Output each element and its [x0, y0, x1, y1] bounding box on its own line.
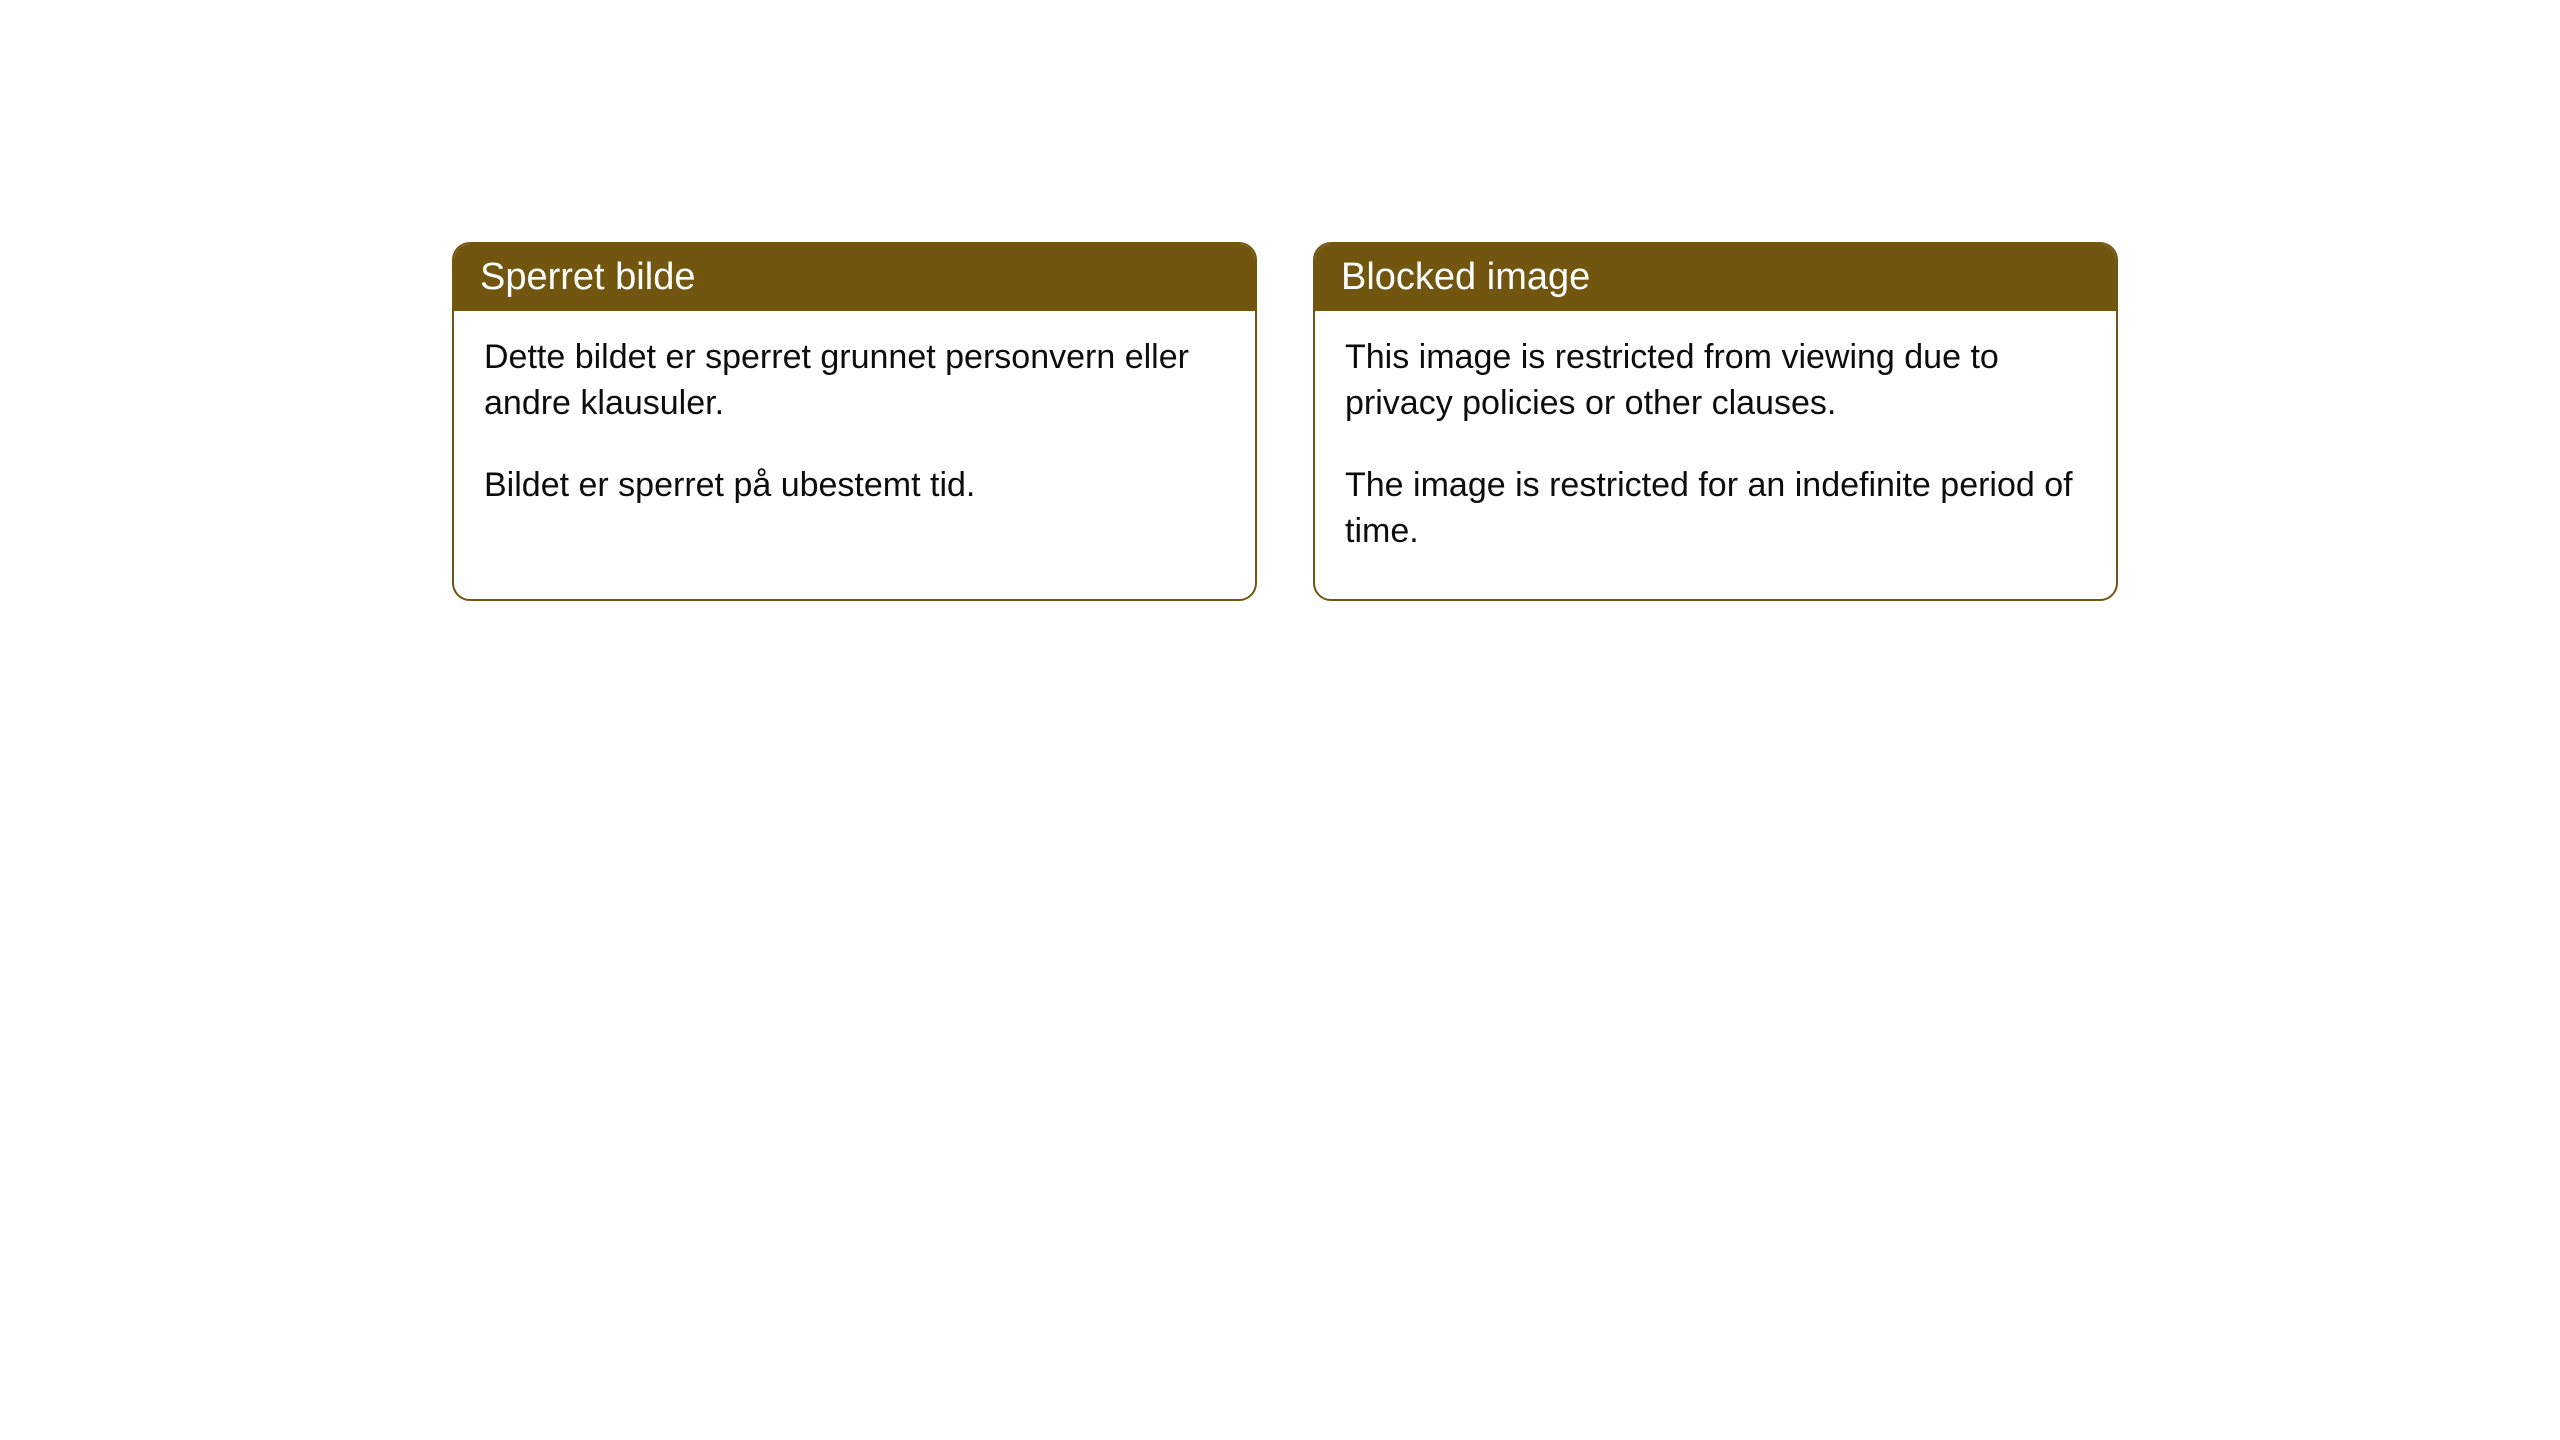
- notice-body: Dette bildet er sperret grunnet personve…: [454, 311, 1255, 553]
- notice-header: Sperret bilde: [454, 244, 1255, 311]
- notice-box-norwegian: Sperret bilde Dette bildet er sperret gr…: [452, 242, 1257, 601]
- notice-box-english: Blocked image This image is restricted f…: [1313, 242, 2118, 601]
- notice-paragraph: The image is restricted for an indefinit…: [1345, 463, 2086, 555]
- notice-header: Blocked image: [1315, 244, 2116, 311]
- notice-paragraph: Bildet er sperret på ubestemt tid.: [484, 463, 1225, 509]
- notice-paragraph: This image is restricted from viewing du…: [1345, 335, 2086, 427]
- notice-body: This image is restricted from viewing du…: [1315, 311, 2116, 599]
- notice-paragraph: Dette bildet er sperret grunnet personve…: [484, 335, 1225, 427]
- notice-container: Sperret bilde Dette bildet er sperret gr…: [452, 242, 2118, 601]
